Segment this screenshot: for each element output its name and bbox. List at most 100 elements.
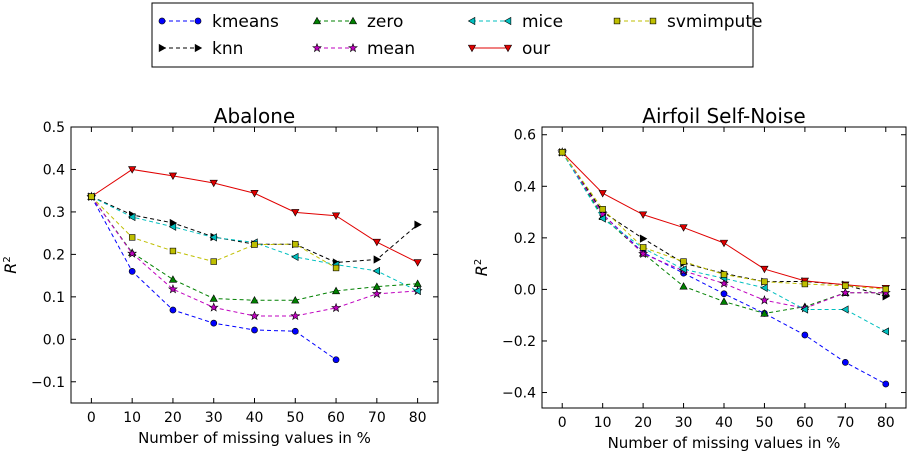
data-point-zero — [291, 296, 300, 304]
x-axis-label: Number of missing values in % — [138, 429, 371, 447]
legend-marker-our — [503, 44, 513, 53]
data-point-our — [331, 212, 341, 220]
y-tick-label: −0.2 — [502, 334, 536, 350]
series-our — [558, 149, 890, 293]
y-tick-label: 0.4 — [514, 179, 536, 195]
legend-marker-mean — [312, 42, 322, 53]
x-tick-label: 10 — [123, 410, 141, 426]
series-line-mean — [561, 151, 886, 309]
data-point-our — [291, 209, 300, 217]
y-tick-label: 0.6 — [514, 128, 536, 144]
legend-marker-svmimpute — [649, 17, 657, 25]
data-point-mean — [290, 310, 301, 321]
data-point-zero — [413, 279, 422, 287]
data-point-kmeans — [882, 380, 890, 388]
series-line-our — [561, 151, 886, 289]
data-point-our — [209, 179, 218, 188]
series-line-kmeans — [561, 151, 887, 385]
legend-item-kmeans: kmeans — [158, 12, 279, 32]
data-point-our — [372, 238, 381, 247]
chart-title: Abalone — [214, 104, 295, 128]
data-point-our — [760, 265, 769, 274]
data-point-our — [679, 224, 688, 232]
legend-label-knn: knn — [212, 39, 243, 59]
data-point-kmeans — [801, 331, 809, 339]
data-point-knn — [639, 234, 648, 243]
chart-panel-2: Airfoil Self-Noise 0 10 20 30 40 50 60 70 80 −0.4 −… — [472, 104, 907, 452]
legend-label-mean: mean — [367, 39, 415, 59]
x-tick-label: 0 — [87, 410, 96, 426]
series-zero — [87, 192, 422, 304]
data-point-zero — [250, 296, 259, 304]
series-svmimpute — [88, 193, 340, 272]
data-point-mean — [759, 295, 770, 305]
data-point-svmimpute — [761, 278, 768, 285]
y-axis-label-base: R — [1, 263, 20, 274]
data-point-our — [719, 239, 729, 248]
data-point-svmimpute — [210, 258, 217, 265]
legend-label-zero: zero — [367, 12, 403, 32]
data-point-kmeans — [169, 306, 177, 314]
y-tick-label: −0.1 — [31, 375, 65, 391]
data-point-svmimpute — [169, 247, 177, 255]
y-axis-label: R2 — [472, 259, 491, 277]
x-tick-label: 80 — [877, 415, 895, 431]
series-line-our — [91, 168, 418, 263]
y-tick-label: 0.1 — [43, 290, 65, 306]
data-point-kmeans — [210, 319, 218, 327]
data-point-mean — [638, 248, 649, 259]
series-line-svmimpute — [561, 151, 886, 290]
y-tick-label: 0.0 — [43, 332, 65, 348]
data-point-mice — [679, 265, 687, 274]
legend-marker-mean — [348, 42, 358, 53]
x-tick-label: 20 — [634, 415, 652, 431]
data-point-mice — [800, 305, 809, 314]
data-point-mean — [840, 287, 851, 297]
data-point-svmimpute — [292, 241, 299, 248]
legend-item-zero: zero — [312, 12, 403, 32]
data-point-our — [128, 166, 137, 174]
y-tick-label: 0.2 — [514, 231, 536, 247]
data-point-knn — [373, 255, 382, 264]
y-axis-label-base: R — [472, 265, 491, 276]
y-tick-label: 0.3 — [43, 205, 65, 221]
legend-label-our: our — [522, 39, 550, 59]
x-tick-label: 60 — [796, 415, 814, 431]
data-point-kmeans — [251, 326, 258, 334]
x-tick-label: 80 — [409, 410, 427, 426]
data-point-svmimpute — [332, 264, 340, 272]
legend-marker-mice — [467, 16, 476, 26]
data-point-our — [168, 172, 178, 181]
data-point-our — [250, 190, 259, 198]
x-tick-label: 70 — [368, 410, 386, 426]
data-point-svmimpute — [801, 280, 809, 288]
data-point-zero — [679, 282, 688, 290]
y-axis-label-superscript: 2 — [473, 259, 484, 265]
legend-marker-zero — [312, 16, 322, 25]
data-point-mean — [168, 284, 178, 294]
data-point-zero — [209, 294, 218, 302]
legend-item-mice: mice — [467, 12, 563, 32]
x-tick-label: 50 — [756, 415, 774, 431]
data-point-svmimpute — [842, 282, 849, 289]
data-point-mice — [598, 214, 606, 223]
data-point-mice — [841, 305, 849, 314]
data-point-mice — [291, 252, 299, 262]
data-point-mice — [413, 286, 421, 296]
data-point-mean — [371, 288, 382, 299]
legend-item-our: our — [467, 39, 550, 59]
y-tick-label: 0.0 — [514, 282, 536, 298]
data-point-mean — [331, 302, 341, 313]
y-tick-label: 0.2 — [43, 247, 65, 263]
data-point-svmimpute — [88, 193, 95, 200]
data-point-mice — [127, 212, 136, 222]
data-point-svmimpute — [680, 258, 687, 265]
data-point-our — [639, 211, 648, 219]
series-line-knn — [91, 196, 418, 263]
x-tick-label: 60 — [327, 410, 345, 426]
data-point-svmimpute — [599, 206, 606, 213]
data-point-mice — [168, 222, 177, 231]
x-tick-label: 40 — [715, 415, 733, 431]
data-point-kmeans — [128, 268, 136, 275]
data-point-svmimpute — [639, 244, 647, 251]
